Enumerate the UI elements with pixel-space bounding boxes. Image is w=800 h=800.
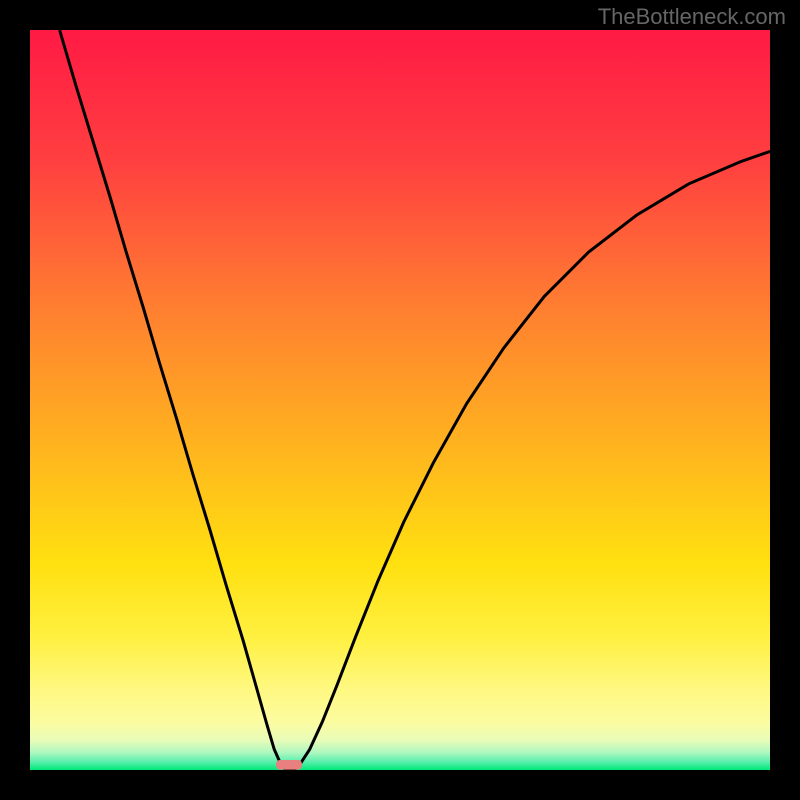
chart-svg	[30, 30, 770, 770]
minimum-marker	[276, 760, 302, 770]
plot-background	[30, 30, 770, 770]
watermark-text: TheBottleneck.com	[598, 4, 786, 30]
